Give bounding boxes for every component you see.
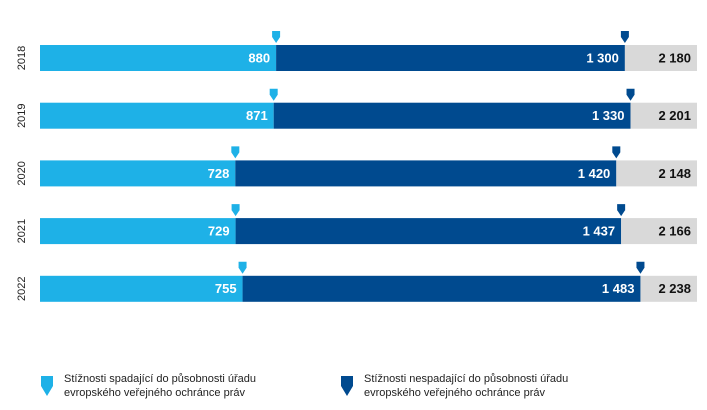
value-label: 1 420: [578, 166, 611, 181]
bar-segment: [235, 160, 617, 187]
bar-segment: [40, 275, 243, 302]
total-label: 2 148: [658, 166, 691, 181]
value-label: 1 437: [583, 224, 616, 239]
value-label: 729: [208, 224, 230, 239]
value-label: 1 300: [586, 50, 619, 65]
value-label: 1 330: [592, 108, 625, 123]
total-box: [621, 218, 697, 245]
legend-marker: [341, 376, 353, 396]
total-label: 2 238: [658, 281, 691, 296]
y-tick-label: 2022: [16, 277, 28, 301]
value-label: 755: [215, 281, 237, 296]
marker: [620, 31, 629, 43]
total-box: [640, 275, 697, 302]
total-label: 2 166: [658, 224, 691, 239]
marker: [231, 204, 240, 217]
value-label: 880: [248, 50, 270, 65]
bar-segment: [40, 102, 274, 129]
marker: [238, 261, 247, 274]
total-box: [630, 102, 697, 129]
legend-label: Stížnosti spadající do působnosti úřadu …: [64, 373, 257, 399]
marker: [636, 261, 645, 274]
total-label: 2 201: [658, 108, 691, 123]
marker: [269, 88, 278, 101]
bar-segment: [40, 45, 277, 71]
y-tick-label: 2021: [16, 219, 28, 243]
marker: [231, 146, 240, 159]
total-box: [624, 45, 697, 71]
total-box: [616, 160, 697, 187]
y-tick-label: 2018: [16, 46, 28, 70]
marker: [612, 146, 621, 159]
marker: [626, 88, 635, 101]
bar-segment: [40, 218, 236, 245]
bar-segment: [235, 218, 622, 245]
value-label: 1 483: [602, 281, 635, 296]
bar-segment: [273, 102, 631, 129]
marker: [272, 31, 281, 43]
bar-segment: [276, 45, 625, 71]
y-tick-label: 2019: [16, 103, 28, 127]
bar-segment: [40, 160, 236, 187]
legend-label: Stížnosti nespadající do působnosti úřad…: [364, 373, 569, 399]
value-label: 871: [246, 108, 268, 123]
total-label: 2 180: [658, 50, 691, 65]
legend-marker: [41, 376, 53, 396]
y-tick-label: 2020: [16, 161, 28, 185]
marker: [617, 204, 626, 217]
value-label: 728: [208, 166, 230, 181]
bar-segment: [242, 275, 641, 302]
